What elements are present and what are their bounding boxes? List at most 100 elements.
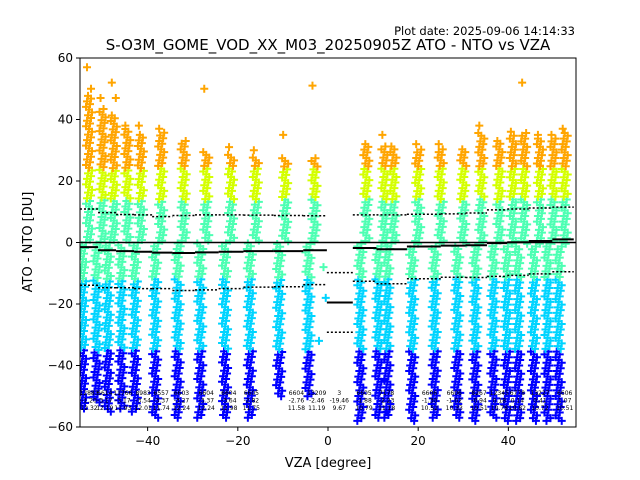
- scatter-column: [100, 78, 121, 416]
- scatter-point: [380, 376, 389, 385]
- scatter-marks: [242, 275, 257, 353]
- bin-stat-text: 6604: [289, 390, 304, 397]
- bin-stat-text: 0.18: [493, 398, 507, 405]
- bin-stat-text: 6557: [154, 390, 169, 397]
- scatter-marks: [371, 197, 392, 281]
- bin-stat-text: 10.79: [355, 405, 372, 412]
- scatter-marks: [272, 347, 287, 401]
- scatter-marks: [517, 165, 532, 201]
- bin-stat-text: 10.52: [421, 405, 438, 412]
- bin-stat-text: 10.33: [446, 405, 463, 412]
- scatter-marks: [114, 277, 129, 352]
- scatter-marks: [526, 195, 547, 281]
- scatter-marks: [353, 275, 368, 353]
- scatter-point: [321, 293, 330, 302]
- bin-stat-text: 0.14: [511, 398, 525, 405]
- scatter-marks: [218, 347, 233, 422]
- scatter-marks: [272, 195, 293, 282]
- scatter-marks: [486, 275, 501, 353]
- scatter-marks: [456, 164, 471, 204]
- bin-stat-text: 12.24: [198, 405, 215, 412]
- scatter-column: [427, 140, 448, 422]
- scatter-marks: [499, 347, 514, 425]
- scatter-marks: [248, 146, 263, 170]
- y-axis: −60 −40 −20 0 20 40 60: [48, 51, 80, 434]
- scatter-marks: [95, 165, 110, 202]
- scatter-column: [380, 142, 401, 422]
- chart-title: S-O3M_GOME_VOD_XX_M03_20250905Z ATO - NT…: [106, 36, 551, 55]
- bin-stat-text: 0.41: [533, 398, 547, 405]
- scatter-marks: [433, 140, 448, 170]
- scatter-marks: [546, 165, 561, 201]
- bin-stat-text: 6778: [510, 390, 525, 397]
- x-tick-label: 40: [501, 434, 516, 448]
- bin-stat-text: 8267: [471, 390, 486, 397]
- scatter-marks: [133, 166, 148, 203]
- stats-layer: [80, 206, 576, 334]
- bin-stat-text: -2.46: [309, 398, 325, 405]
- scatter-marks: [114, 196, 135, 283]
- scatter-marks: [540, 347, 555, 425]
- scatter-marks: [278, 130, 293, 171]
- scatter-column: [170, 137, 191, 422]
- scatter-marks: [89, 348, 104, 407]
- bin-stat-text: 13227: [530, 390, 549, 397]
- bin-stat-text: 6606: [422, 390, 437, 397]
- scatter-marks: [405, 195, 426, 281]
- scatter-marks: [176, 137, 191, 170]
- bin-stat-text: -2.23: [379, 398, 395, 405]
- sparse-points: [314, 161, 544, 416]
- scatter-column: [272, 130, 293, 401]
- bin-stat-text: 6604: [199, 390, 214, 397]
- scatter-marks: [405, 347, 420, 425]
- scatter-marks: [557, 124, 572, 171]
- bin-stat-text: 6614: [97, 390, 112, 397]
- scatter-marks: [148, 347, 163, 422]
- scatter-marks: [199, 84, 214, 170]
- scatter-marks: [248, 164, 263, 204]
- bin-stat-text: 11.18: [378, 405, 395, 412]
- bin-stat-text: -2.82: [244, 398, 260, 405]
- scatter-marks: [450, 197, 471, 281]
- scatter-marks: [89, 276, 104, 354]
- scatter-marks: [505, 127, 520, 171]
- scatter-column: [301, 81, 322, 401]
- scatter-marks: [218, 275, 233, 353]
- x-axis: −40 −20 0 20 40: [135, 427, 516, 448]
- plot-area: 12883-1.2012.326614-3.1712.1911766-3.171…: [80, 63, 576, 425]
- scatter-marks: [307, 81, 322, 171]
- bin-stat-text: 11.74: [153, 405, 170, 412]
- scatter-marks: [450, 275, 465, 353]
- bin-stat-text: -1.30: [422, 398, 438, 405]
- scatter-column: [114, 121, 135, 413]
- scatter-marks: [199, 164, 214, 204]
- scatter-marks: [411, 165, 426, 201]
- bin-stat-text: -3.17: [115, 398, 131, 405]
- scatter-marks: [154, 164, 169, 204]
- scatter-marks: [526, 275, 541, 353]
- scatter-marks: [433, 164, 448, 204]
- scatter-marks: [411, 140, 426, 171]
- bin-stat-text: -0.94: [471, 398, 487, 405]
- scatter-point: [535, 161, 544, 170]
- scatter-point: [314, 336, 323, 345]
- bin-stat-text: 8983: [135, 390, 150, 397]
- bin-stat-text: -3.54: [135, 398, 151, 405]
- bin-stat-text: 7178: [379, 390, 394, 397]
- scatter-marks: [176, 164, 191, 204]
- bin-stat-text: -3.27: [174, 398, 190, 405]
- scatter-marks: [511, 195, 532, 281]
- bin-stat-text: 12.98: [220, 405, 237, 412]
- scatter-marks: [468, 275, 483, 353]
- bin-stat-text: 10.51: [470, 405, 487, 412]
- bin-stat-text: 13209: [307, 390, 326, 397]
- scatter-marks: [380, 275, 395, 353]
- scatter-marks: [405, 275, 420, 353]
- y-tick-label: −60: [48, 420, 73, 434]
